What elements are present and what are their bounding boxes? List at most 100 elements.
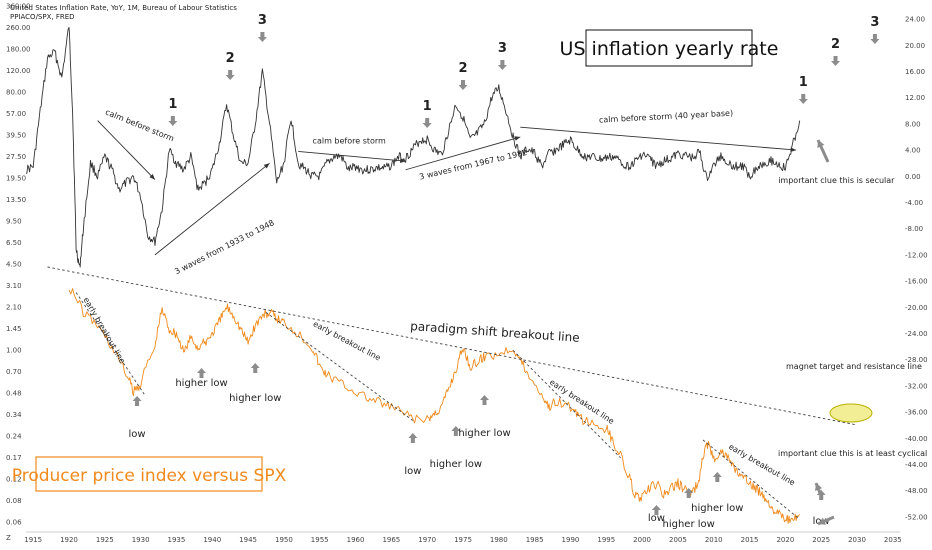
left-tick-label: 39.50: [6, 132, 26, 140]
left-tick-label: 80.00: [6, 89, 26, 97]
wave-label: 3: [870, 15, 879, 30]
subtitle-box: [35, 456, 263, 492]
right-tick-label: 12.00: [905, 94, 925, 102]
right-tick-label: -48.00: [905, 487, 928, 495]
left-tick-label: 27.50: [6, 153, 26, 161]
right-tick-label: -20.00: [905, 304, 928, 312]
left-tick-label: 0.34: [6, 411, 22, 419]
ppi-point-label: higher low: [662, 519, 714, 530]
wave-label: 1: [168, 97, 177, 112]
wave-down-arrow: [831, 56, 841, 66]
right-tick-label: 16.00: [905, 68, 925, 76]
clue-cyclical-arrow-head: [815, 483, 823, 491]
wave-label: 2: [458, 61, 467, 76]
trend-arrow-calm-2: [298, 150, 406, 162]
wave-down-arrow: [422, 118, 432, 128]
x-tick-label: 1940: [203, 536, 221, 544]
clue-secular-arrow-head: [817, 140, 825, 148]
left-tick-label: 360.00: [6, 3, 31, 11]
left-axis: 360.00 260.00 180.00 120.00 80.00 57.00 39.50 2…: [6, 3, 31, 527]
x-tick-label: 1915: [24, 536, 42, 544]
left-tick-label: 0.70: [6, 368, 22, 376]
left-tick-label: 57.00: [6, 110, 26, 118]
trend-arrow-calm-1: [97, 120, 156, 180]
ppi-point-label: low: [404, 466, 421, 477]
right-tick-label: 4.00: [905, 147, 921, 155]
x-tick-label: 2030: [848, 536, 866, 544]
right-axis: 24.00 20.00 16.00 12.00 8.00 4.00 0.00 -4.00 -8.…: [905, 16, 928, 522]
ppi-point-label: low: [648, 513, 665, 524]
left-tick-label: 6.50: [6, 239, 22, 247]
x-tick-label: 1970: [418, 536, 436, 544]
left-tick-label: 4.50: [6, 261, 22, 269]
wave-down-arrow: [798, 94, 808, 104]
chart-subtitle: Producer price index versus SPX: [12, 466, 287, 486]
left-tick-label: 260.00: [6, 24, 31, 32]
x-tick-label: 1985: [526, 536, 544, 544]
x-axis: 1915 1920 1925 1930 1935 1940 1945 1950 1955 1960…: [24, 531, 902, 544]
wave-label: 3: [498, 41, 507, 56]
inflation-series-line: [25, 26, 801, 268]
trend-arrow-waves-2-arrowhead: [514, 136, 521, 141]
right-tick-label: -40.00: [905, 435, 928, 443]
right-tick-label: 20.00: [905, 42, 925, 50]
right-tick-label: -28.00: [905, 356, 928, 364]
right-tick-label: -32.00: [905, 382, 928, 390]
note-clue-cyclical: important clue this is at least cyclical: [778, 449, 927, 458]
x-tick-label: 1955: [311, 536, 329, 544]
early-breakout-line-3: [512, 350, 621, 459]
x-tick-label: 2010: [705, 536, 723, 544]
left-tick-label: 120.00: [6, 67, 31, 75]
magnet-target-ellipse: [829, 403, 873, 423]
wave-down-arrow: [168, 116, 178, 126]
left-tick-label: 0.08: [6, 497, 22, 505]
note-calm-2: calm before storm: [313, 137, 386, 146]
wave-label: 2: [226, 51, 235, 66]
trend-arrow-calm-2-arrowhead: [399, 158, 406, 164]
ppi-up-arrow: [651, 505, 661, 515]
x-tick-label: 1930: [132, 536, 150, 544]
left-tick-label: 0.06: [6, 519, 22, 527]
left-tick-label: 3.10: [6, 282, 22, 290]
x-tick-label: 1975: [454, 536, 472, 544]
right-tick-label: 0.00: [905, 173, 921, 181]
right-tick-label: 24.00: [905, 16, 925, 24]
chart-title: US inflation yearly rate: [560, 38, 779, 60]
wave-down-arrow: [225, 70, 235, 80]
right-tick-label: -52.00: [905, 513, 928, 521]
x-tick-label: 2025: [812, 536, 830, 544]
ppi-point-label: higher low: [229, 393, 281, 404]
wave-down-arrow: [458, 80, 468, 90]
ppi-up-arrow: [479, 395, 489, 405]
x-tick-label: 1920: [60, 536, 78, 544]
left-tick-label: 0.17: [6, 454, 22, 462]
trend-arrow-waves-1-arrowhead: [263, 163, 270, 169]
x-tick-label: 1935: [168, 536, 186, 544]
left-tick-label: 1.45: [6, 325, 22, 333]
trend-arrow-waves-1: [154, 162, 270, 256]
x-tick-label: 1995: [597, 536, 615, 544]
trend-arrow-calm-3: [520, 126, 797, 151]
wave-label: 1: [799, 75, 808, 90]
note-clue-secular: important clue this is secular: [778, 176, 895, 185]
trend-arrow-waves-2: [405, 136, 521, 171]
wave-label: 1: [423, 99, 432, 114]
ppi-up-arrow: [408, 433, 418, 443]
left-tick-label: 180.00: [6, 46, 31, 54]
wave-down-arrow: [257, 32, 267, 42]
left-tick-label: 0.12: [6, 476, 22, 484]
x-tick-label: 1945: [239, 536, 257, 544]
trend-arrow-calm-3-arrowhead: [790, 147, 797, 152]
right-tick-label: -44.00: [905, 461, 928, 469]
x-tick-label: 1925: [96, 536, 114, 544]
left-tick-label: 0.24: [6, 433, 22, 441]
ppi-up-arrow: [451, 426, 461, 436]
series-lines: [25, 26, 801, 524]
left-tick-label: 2.10: [6, 304, 22, 312]
x-tick-label: 1990: [562, 536, 580, 544]
ppi-point-label: low: [129, 429, 146, 440]
x-tick-label: 1950: [275, 536, 293, 544]
ppi-up-arrow: [197, 368, 207, 378]
x-tick-label: 1960: [347, 536, 365, 544]
